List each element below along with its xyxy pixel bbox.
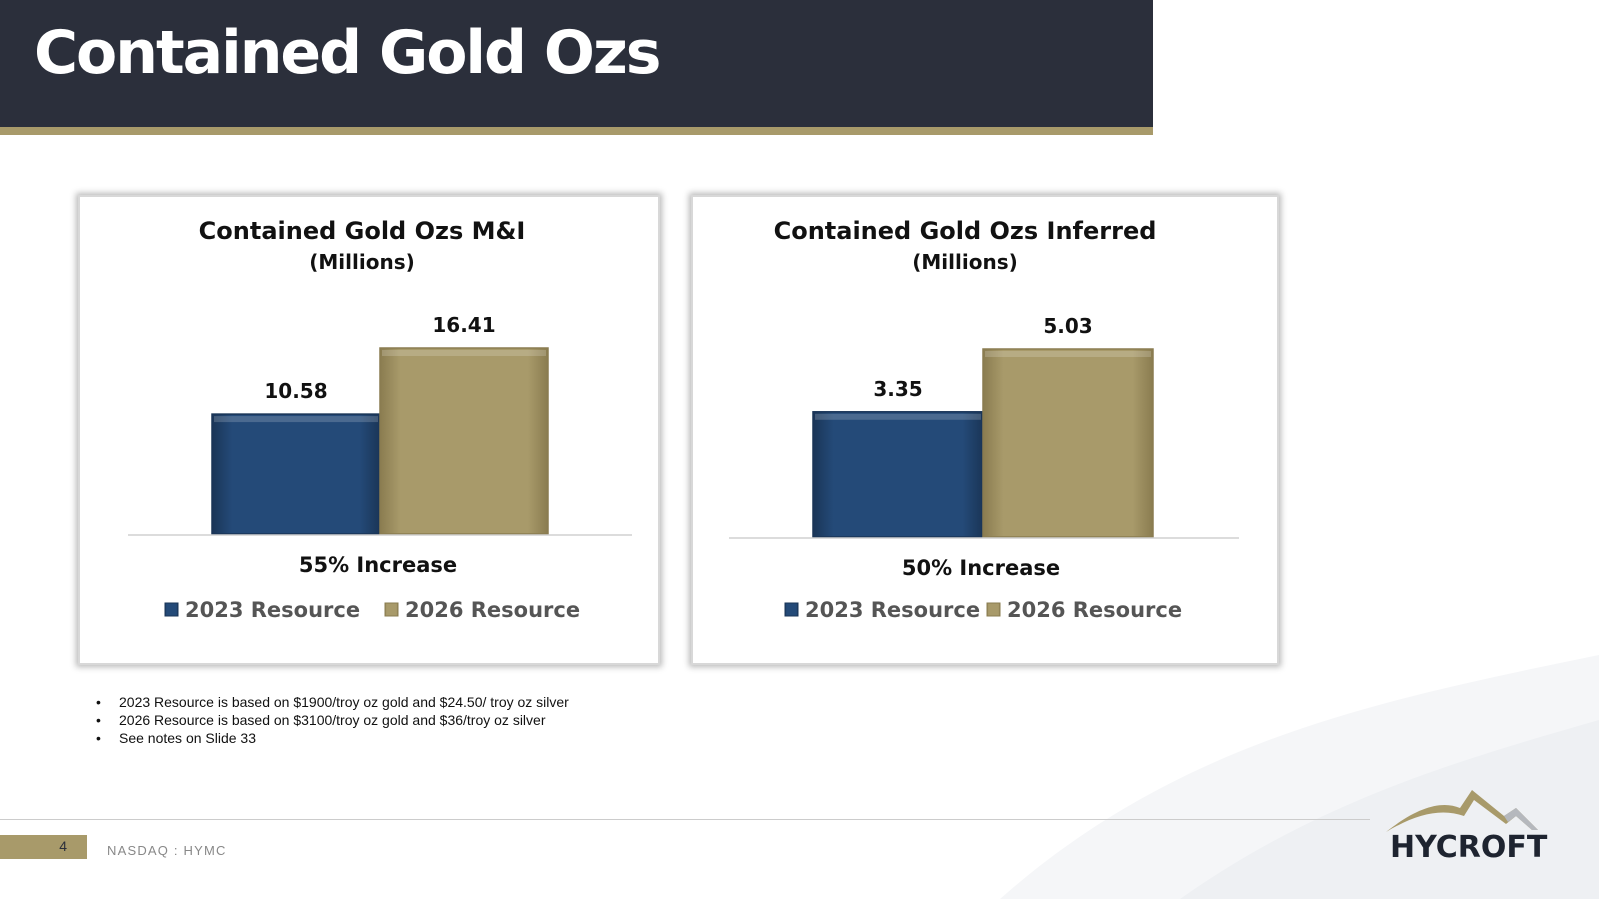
data-label: 3.35 — [873, 377, 922, 401]
chart-title: Contained Gold Ozs M&I — [199, 217, 526, 245]
page-title: Contained Gold Ozs — [34, 18, 661, 88]
data-label: 5.03 — [1043, 314, 1092, 338]
bar-highlight — [985, 351, 1151, 357]
bar-2023 — [812, 411, 984, 538]
increase-annotation: 50% Increase — [902, 556, 1060, 580]
footnote-item: 2023 Resource is based on $1900/troy oz … — [96, 693, 569, 711]
legend-label: 2023 Resource — [805, 598, 980, 622]
footer-divider — [0, 819, 1370, 820]
legend-swatch — [164, 602, 179, 617]
footnote-item: 2026 Resource is based on $3100/troy oz … — [96, 711, 569, 729]
logo-text: HYCROFT — [1390, 830, 1548, 865]
bar-2026 — [982, 348, 1154, 538]
footnote-item: See notes on Slide 33 — [96, 729, 569, 747]
chart-subtitle: (Millions) — [912, 250, 1018, 274]
title-bar: Contained Gold Ozs — [0, 0, 1153, 127]
bar-2026 — [379, 347, 549, 535]
chart-inferred: Contained Gold Ozs Inferred (Millions) 3.3… — [729, 217, 1239, 622]
mountain-logo-icon — [1386, 790, 1538, 832]
chart-mi: Contained Gold Ozs M&I (Millions) 10.58 16.… — [128, 217, 632, 622]
hycroft-logo: HYCROFT — [1386, 786, 1561, 868]
bar-highlight — [815, 413, 981, 420]
increase-annotation: 55% Increase — [299, 553, 457, 577]
chart-panel-inferred: Contained Gold Ozs Inferred (Millions) 3.3… — [691, 195, 1279, 665]
legend-label: 2026 Resource — [405, 598, 580, 622]
title-accent-bar — [0, 127, 1153, 135]
chart-title: Contained Gold Ozs Inferred — [774, 217, 1157, 245]
legend-label: 2023 Resource — [185, 598, 360, 622]
footnotes-list: 2023 Resource is based on $1900/troy oz … — [96, 693, 569, 747]
legend-swatch — [784, 602, 799, 617]
data-label: 16.41 — [432, 313, 495, 337]
bar-highlight — [214, 416, 378, 423]
legend-swatch — [384, 602, 399, 617]
page-number-box: 4 — [0, 835, 87, 859]
legend-swatch — [986, 602, 1001, 617]
footer-ticker: NASDAQ : HYMC — [107, 843, 227, 858]
bar-highlight — [382, 350, 546, 356]
chart-subtitle: (Millions) — [309, 250, 415, 274]
chart-panel-mi: Contained Gold Ozs M&I (Millions) 10.58 16.… — [78, 195, 660, 665]
data-label: 10.58 — [264, 379, 327, 403]
legend-label: 2026 Resource — [1007, 598, 1182, 622]
page-number: 4 — [59, 838, 67, 854]
bar-2023 — [211, 413, 381, 535]
